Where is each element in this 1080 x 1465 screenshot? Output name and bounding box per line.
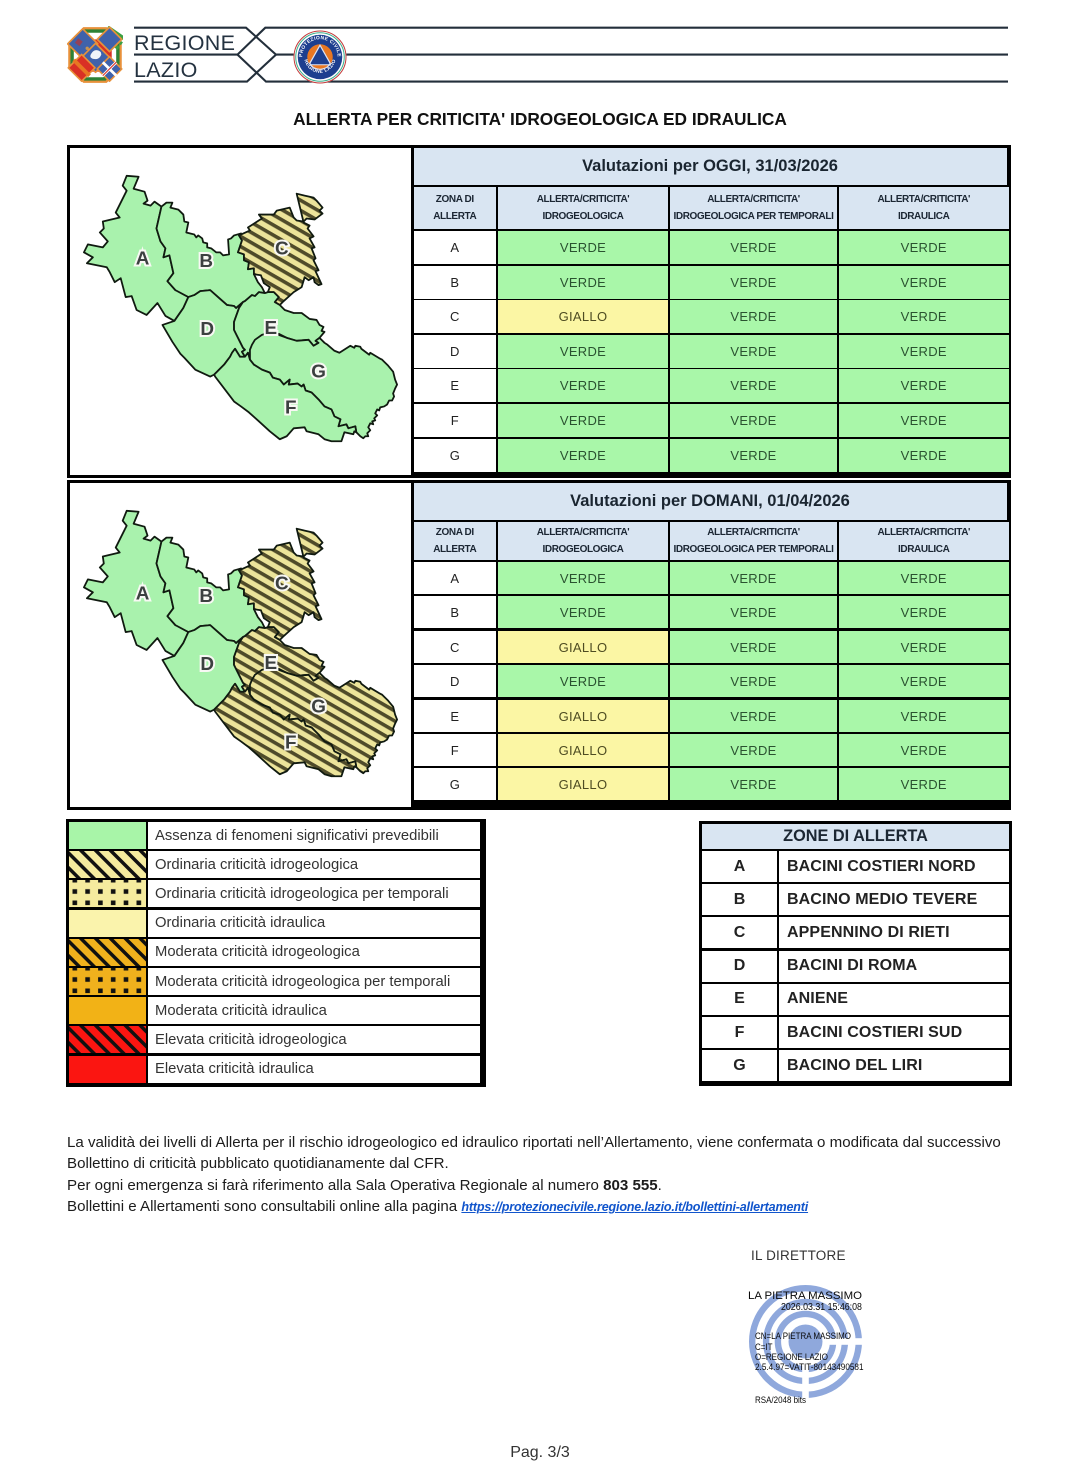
- svg-text:F: F: [285, 732, 297, 753]
- svg-text:D: D: [200, 654, 214, 675]
- svg-text:A: A: [136, 248, 150, 269]
- svg-text:G: G: [311, 362, 326, 383]
- svg-text:A: A: [136, 583, 150, 604]
- svg-text:B: B: [199, 586, 213, 607]
- svg-text:B: B: [199, 251, 213, 272]
- svg-text:G: G: [311, 697, 326, 718]
- svg-text:C: C: [275, 238, 289, 259]
- svg-text:E: E: [265, 653, 278, 674]
- svg-text:E: E: [265, 318, 278, 339]
- svg-text:D: D: [200, 319, 214, 340]
- svg-text:F: F: [285, 397, 297, 418]
- svg-text:C: C: [275, 573, 289, 594]
